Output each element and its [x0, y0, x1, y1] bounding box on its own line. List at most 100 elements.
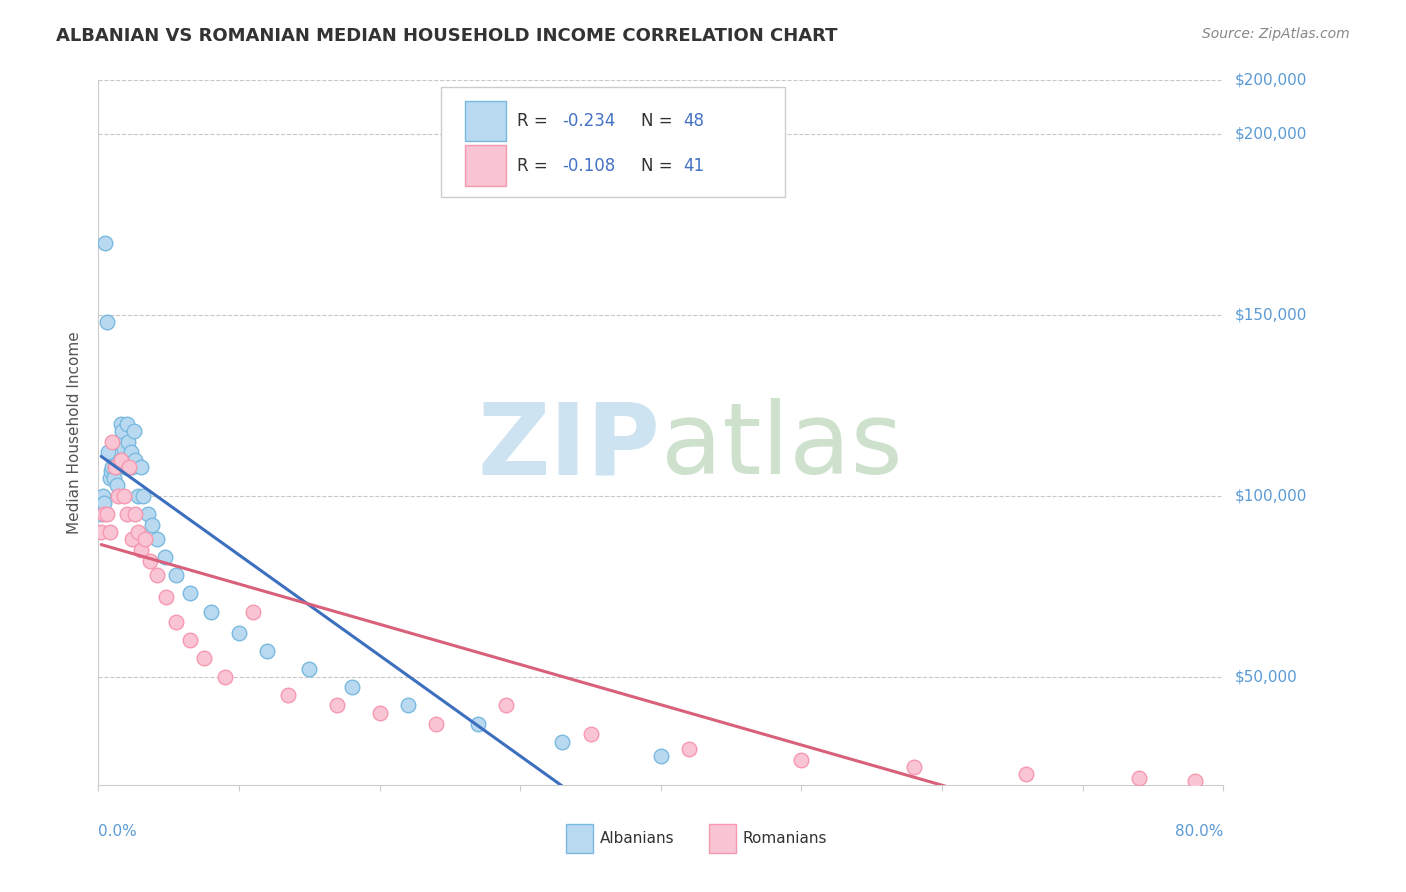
Point — [93, 496, 115, 510]
Point — [90, 507, 112, 521]
Point — [98, 471, 121, 485]
FancyBboxPatch shape — [465, 145, 506, 186]
Point — [903, 760, 925, 774]
Point — [425, 716, 447, 731]
FancyBboxPatch shape — [709, 823, 737, 854]
Point — [650, 749, 672, 764]
Point — [141, 517, 163, 532]
Point — [1128, 771, 1150, 785]
Point — [129, 543, 152, 558]
Text: R =: R = — [517, 112, 553, 130]
Point — [193, 651, 215, 665]
Text: ZIP: ZIP — [478, 398, 661, 495]
Point — [179, 633, 201, 648]
Point — [132, 489, 155, 503]
FancyBboxPatch shape — [465, 101, 506, 142]
FancyBboxPatch shape — [441, 87, 785, 196]
Point — [256, 644, 278, 658]
Point — [112, 489, 135, 503]
Point — [107, 434, 129, 449]
Point — [97, 445, 120, 459]
Point — [115, 507, 138, 521]
Point — [91, 489, 114, 503]
Point — [298, 662, 321, 676]
FancyBboxPatch shape — [567, 823, 593, 854]
Point — [90, 524, 112, 539]
Point — [242, 605, 264, 619]
Text: $150,000: $150,000 — [1234, 308, 1306, 323]
Point — [1015, 767, 1038, 781]
Text: -0.108: -0.108 — [562, 157, 614, 175]
Point — [104, 459, 127, 474]
Point — [117, 434, 139, 449]
Point — [124, 452, 146, 467]
Point — [118, 459, 141, 474]
Text: N =: N = — [641, 157, 678, 175]
Text: $200,000: $200,000 — [1234, 127, 1306, 142]
Point — [103, 471, 125, 485]
Point — [127, 489, 149, 503]
Point — [228, 626, 250, 640]
Point — [110, 417, 132, 431]
Point — [368, 706, 391, 720]
Point — [121, 533, 143, 547]
Point — [134, 533, 156, 547]
Point — [111, 424, 134, 438]
Point — [129, 459, 152, 474]
Point — [551, 734, 574, 748]
Text: 80.0%: 80.0% — [1175, 824, 1223, 838]
Point — [1184, 774, 1206, 789]
Text: Romanians: Romanians — [742, 831, 827, 846]
Point — [790, 753, 813, 767]
Point — [396, 698, 419, 713]
Point — [200, 605, 222, 619]
Text: N =: N = — [641, 112, 678, 130]
Text: $200,000: $200,000 — [1234, 73, 1306, 87]
Text: $50,000: $50,000 — [1234, 669, 1298, 684]
Point — [579, 727, 602, 741]
Point — [121, 459, 143, 474]
Point — [214, 669, 236, 683]
Point — [467, 716, 489, 731]
Point — [155, 590, 177, 604]
Text: Source: ZipAtlas.com: Source: ZipAtlas.com — [1202, 27, 1350, 41]
Point — [326, 698, 349, 713]
Point — [139, 554, 162, 568]
Point — [277, 688, 299, 702]
Point — [118, 452, 141, 467]
Point — [179, 586, 201, 600]
Text: ALBANIAN VS ROMANIAN MEDIAN HOUSEHOLD INCOME CORRELATION CHART: ALBANIAN VS ROMANIAN MEDIAN HOUSEHOLD IN… — [56, 27, 838, 45]
Point — [98, 524, 121, 539]
Point — [107, 489, 129, 503]
Point — [115, 417, 138, 431]
Point — [114, 459, 136, 474]
Text: 41: 41 — [683, 157, 704, 175]
Point — [146, 533, 169, 547]
Text: Albanians: Albanians — [600, 831, 675, 846]
Point — [124, 507, 146, 521]
Text: atlas: atlas — [661, 398, 903, 495]
Point — [340, 681, 363, 695]
Y-axis label: Median Household Income: Median Household Income — [67, 331, 83, 534]
Point — [93, 507, 115, 521]
Text: R =: R = — [517, 157, 553, 175]
Text: $100,000: $100,000 — [1234, 488, 1306, 503]
Point — [101, 459, 124, 474]
Point — [110, 452, 132, 467]
Point — [165, 568, 187, 582]
Point — [136, 507, 159, 521]
Point — [146, 568, 169, 582]
Point — [104, 459, 127, 474]
Point — [108, 452, 131, 467]
Point — [94, 235, 117, 250]
Point — [122, 424, 145, 438]
Point — [678, 741, 700, 756]
Point — [127, 524, 149, 539]
Text: -0.234: -0.234 — [562, 112, 616, 130]
Point — [96, 507, 118, 521]
Point — [165, 615, 187, 630]
Point — [105, 478, 128, 492]
Point — [120, 445, 142, 459]
Point — [112, 442, 135, 456]
Text: 0.0%: 0.0% — [98, 824, 138, 838]
